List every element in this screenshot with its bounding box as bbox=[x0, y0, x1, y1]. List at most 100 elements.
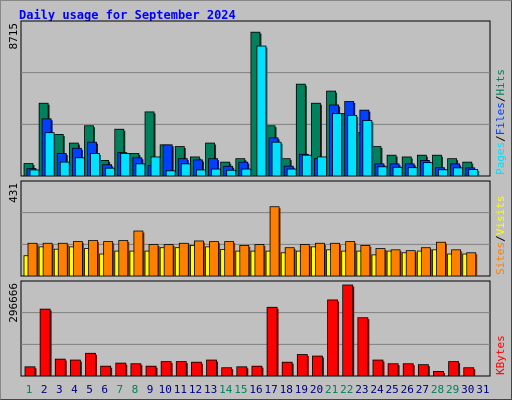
x-tick-label: 31 bbox=[476, 383, 489, 396]
pages-files-hits-legend: Pages/Files/Hits bbox=[494, 69, 507, 175]
pages-bar bbox=[150, 156, 161, 177]
sites-bar bbox=[103, 241, 114, 277]
x-tick-label: 9 bbox=[147, 383, 154, 396]
kbytes-bar bbox=[448, 361, 460, 377]
pages-bar bbox=[135, 163, 146, 177]
legend-separator: / bbox=[494, 135, 507, 142]
x-tick-label: 6 bbox=[101, 383, 108, 396]
x-tick-label: 29 bbox=[446, 383, 459, 396]
pages-bar bbox=[301, 154, 312, 177]
sites-bar bbox=[254, 244, 265, 277]
x-tick-label: 1 bbox=[26, 383, 33, 396]
kbytes-bar bbox=[417, 364, 429, 377]
x-tick-label: 18 bbox=[280, 383, 293, 396]
kbytes-bar bbox=[251, 365, 263, 377]
kbytes-legend: KBytes bbox=[494, 335, 507, 375]
pages-bar bbox=[347, 114, 358, 177]
sites-bar bbox=[375, 248, 386, 277]
pages-bar bbox=[90, 153, 100, 177]
pages-bar bbox=[468, 169, 479, 177]
kbytes-bar bbox=[342, 284, 354, 377]
sites-bar bbox=[405, 250, 416, 277]
sites-bar bbox=[315, 242, 325, 277]
sites-bar bbox=[88, 240, 98, 277]
pages-bar bbox=[377, 166, 388, 177]
pages-bar bbox=[241, 168, 252, 177]
x-tick-label: 30 bbox=[461, 383, 474, 396]
sites-bar bbox=[148, 244, 159, 277]
x-tick-label: 2 bbox=[41, 383, 48, 396]
pages-bar bbox=[256, 45, 267, 177]
x-tick-label: 21 bbox=[325, 383, 338, 396]
x-tick-label: 15 bbox=[234, 383, 247, 396]
pages-bar bbox=[120, 153, 131, 177]
kbytes-bar bbox=[236, 366, 248, 377]
x-tick-label: 4 bbox=[71, 383, 78, 396]
pages-bar bbox=[286, 168, 297, 177]
kbytes-bar bbox=[85, 352, 96, 377]
kbytes-plot-area bbox=[20, 280, 491, 377]
kbytes-bar bbox=[130, 363, 142, 377]
pages-bar bbox=[29, 169, 40, 177]
pages-bar bbox=[392, 166, 403, 177]
x-tick-label: 20 bbox=[310, 383, 323, 396]
sites-bar bbox=[420, 247, 431, 277]
sites-bar bbox=[466, 252, 477, 277]
sites-bar bbox=[239, 244, 250, 277]
sites-bar bbox=[284, 247, 295, 277]
pages-bar bbox=[165, 170, 176, 177]
kbytes-bar bbox=[463, 367, 475, 377]
kbytes-bar bbox=[69, 359, 81, 377]
sites-bar bbox=[57, 242, 68, 277]
pages-bar bbox=[105, 167, 116, 177]
sites-bar bbox=[133, 230, 144, 277]
pages-bar bbox=[332, 113, 342, 177]
sites-visits-legend: Sites/Visits bbox=[494, 196, 507, 276]
kbytes-bar bbox=[206, 359, 217, 377]
sites-bar bbox=[269, 206, 280, 277]
kbytes-bar bbox=[100, 365, 112, 377]
x-tick-label: 14 bbox=[219, 383, 233, 396]
x-tick-label: 3 bbox=[56, 383, 63, 396]
kbytes-bar bbox=[24, 366, 36, 377]
sites-bar bbox=[390, 249, 401, 277]
kbytes-bar bbox=[357, 317, 369, 377]
x-tick-label: 28 bbox=[431, 383, 444, 396]
kbytes-bar bbox=[281, 361, 293, 377]
kbytes-bar bbox=[175, 361, 187, 377]
sites-bar bbox=[224, 241, 235, 277]
sites-bar bbox=[299, 244, 310, 277]
chart-title: Daily usage for September 2024 bbox=[19, 8, 236, 22]
sites-bar bbox=[209, 241, 219, 277]
sites-bar bbox=[178, 242, 189, 277]
x-tick-label: 27 bbox=[416, 383, 429, 396]
kbytes-bar bbox=[191, 361, 202, 377]
legend-sites: Sites bbox=[494, 242, 507, 275]
pages-bar bbox=[453, 167, 464, 177]
pages-bar bbox=[44, 132, 55, 177]
kbytes-bar bbox=[221, 367, 233, 377]
sites-bar bbox=[360, 244, 371, 277]
pages-files-hits-axis-max-label: 8715 bbox=[7, 23, 20, 50]
x-tick-label: 23 bbox=[355, 383, 368, 396]
x-tick-label: 8 bbox=[132, 383, 139, 396]
sites-bar bbox=[27, 242, 38, 277]
x-tick-label: 10 bbox=[159, 383, 172, 396]
x-tick-label: 19 bbox=[295, 383, 308, 396]
pages-bar bbox=[196, 169, 206, 177]
x-tick-label: 13 bbox=[204, 383, 217, 396]
x-tick-label: 25 bbox=[386, 383, 399, 396]
sites-visits-axis-max-label: 431 bbox=[7, 183, 20, 203]
kbytes-bar bbox=[145, 365, 157, 377]
kbytes-bar bbox=[387, 363, 399, 377]
x-tick-label: 22 bbox=[340, 383, 353, 396]
legend-kbytes: KBytes bbox=[494, 335, 507, 375]
pages-bar bbox=[226, 169, 237, 177]
legend-files: Files bbox=[494, 102, 507, 135]
sites-bar bbox=[436, 241, 446, 277]
pages-bar bbox=[211, 168, 221, 177]
legend-hits: Hits bbox=[494, 69, 507, 96]
sites-bar bbox=[345, 241, 356, 277]
kbytes-bar bbox=[115, 362, 127, 377]
x-tick-label: 26 bbox=[401, 383, 414, 396]
